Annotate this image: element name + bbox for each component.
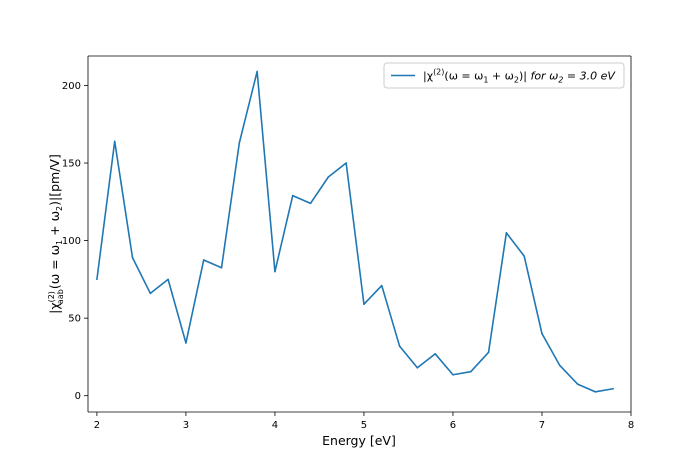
- y-tick-label: 50: [68, 314, 81, 325]
- data-point: [487, 351, 490, 354]
- data-point: [612, 387, 614, 390]
- data-point: [238, 142, 241, 144]
- y-tick-label: 100: [62, 236, 81, 247]
- y-tick-label: 0: [75, 391, 81, 402]
- x-axis-label: Energy [eV]: [322, 433, 396, 448]
- plot-area: [88, 56, 631, 412]
- data-point: [541, 332, 543, 335]
- y-tick-label: 200: [62, 81, 81, 92]
- x-tick-label: 7: [539, 420, 545, 431]
- data-point: [558, 364, 561, 367]
- x-tick-label: 6: [450, 420, 456, 431]
- data-point: [327, 176, 330, 178]
- svg-text:|χ(2)aab(ω = ω1 + ω2)|[pm/V]: |χ(2)aab(ω = ω1 + ω2)|[pm/V]: [47, 154, 65, 314]
- data-point: [363, 303, 365, 305]
- data-point: [309, 202, 312, 205]
- data-point: [416, 366, 419, 369]
- x-tick-label: 3: [183, 420, 189, 431]
- data-point: [523, 255, 525, 257]
- legend-box: [383, 62, 625, 89]
- y-axis-label: |χ(2)aab(ω = ω1 + ω2)|[pm/V]: [47, 154, 65, 314]
- data-point: [113, 140, 116, 143]
- x-tick-label: 5: [361, 420, 367, 431]
- legend-label: |χ(2)(ω = ω1 + ω2)| for ω2 = 3.0 eV: [423, 68, 616, 85]
- data-point: [576, 383, 579, 385]
- data-point: [452, 373, 454, 376]
- data-point: [505, 232, 508, 234]
- data-point: [469, 370, 472, 373]
- ticks-layer: 2 3 4 5 6 7 8 0 50 100 150 200: [62, 81, 634, 431]
- y-tick-label: 150: [62, 159, 81, 170]
- series-layer: [96, 70, 614, 393]
- data-point: [291, 194, 294, 197]
- x-tick-label: 8: [628, 420, 634, 431]
- data-point: [202, 259, 205, 261]
- data-point: [220, 266, 223, 269]
- x-tick-label: 4: [272, 420, 278, 431]
- data-point: [380, 284, 383, 287]
- data-point: [594, 391, 597, 393]
- legend: |χ(2)(ω = ω1 + ω2)| for ω2 = 3.0 eV: [383, 62, 625, 89]
- data-point: [434, 353, 436, 355]
- x-tick-label: 2: [94, 420, 100, 431]
- data-point: [149, 292, 152, 295]
- series-line-0: [96, 70, 614, 393]
- data-point: [345, 162, 347, 164]
- data-point: [167, 278, 169, 281]
- axes-layer: [87, 55, 632, 413]
- data-point: [398, 345, 401, 347]
- data-point: [185, 342, 187, 344]
- data-point: [131, 256, 134, 259]
- data-point: [96, 278, 98, 281]
- data-point: [274, 270, 276, 273]
- data-point: [256, 70, 258, 73]
